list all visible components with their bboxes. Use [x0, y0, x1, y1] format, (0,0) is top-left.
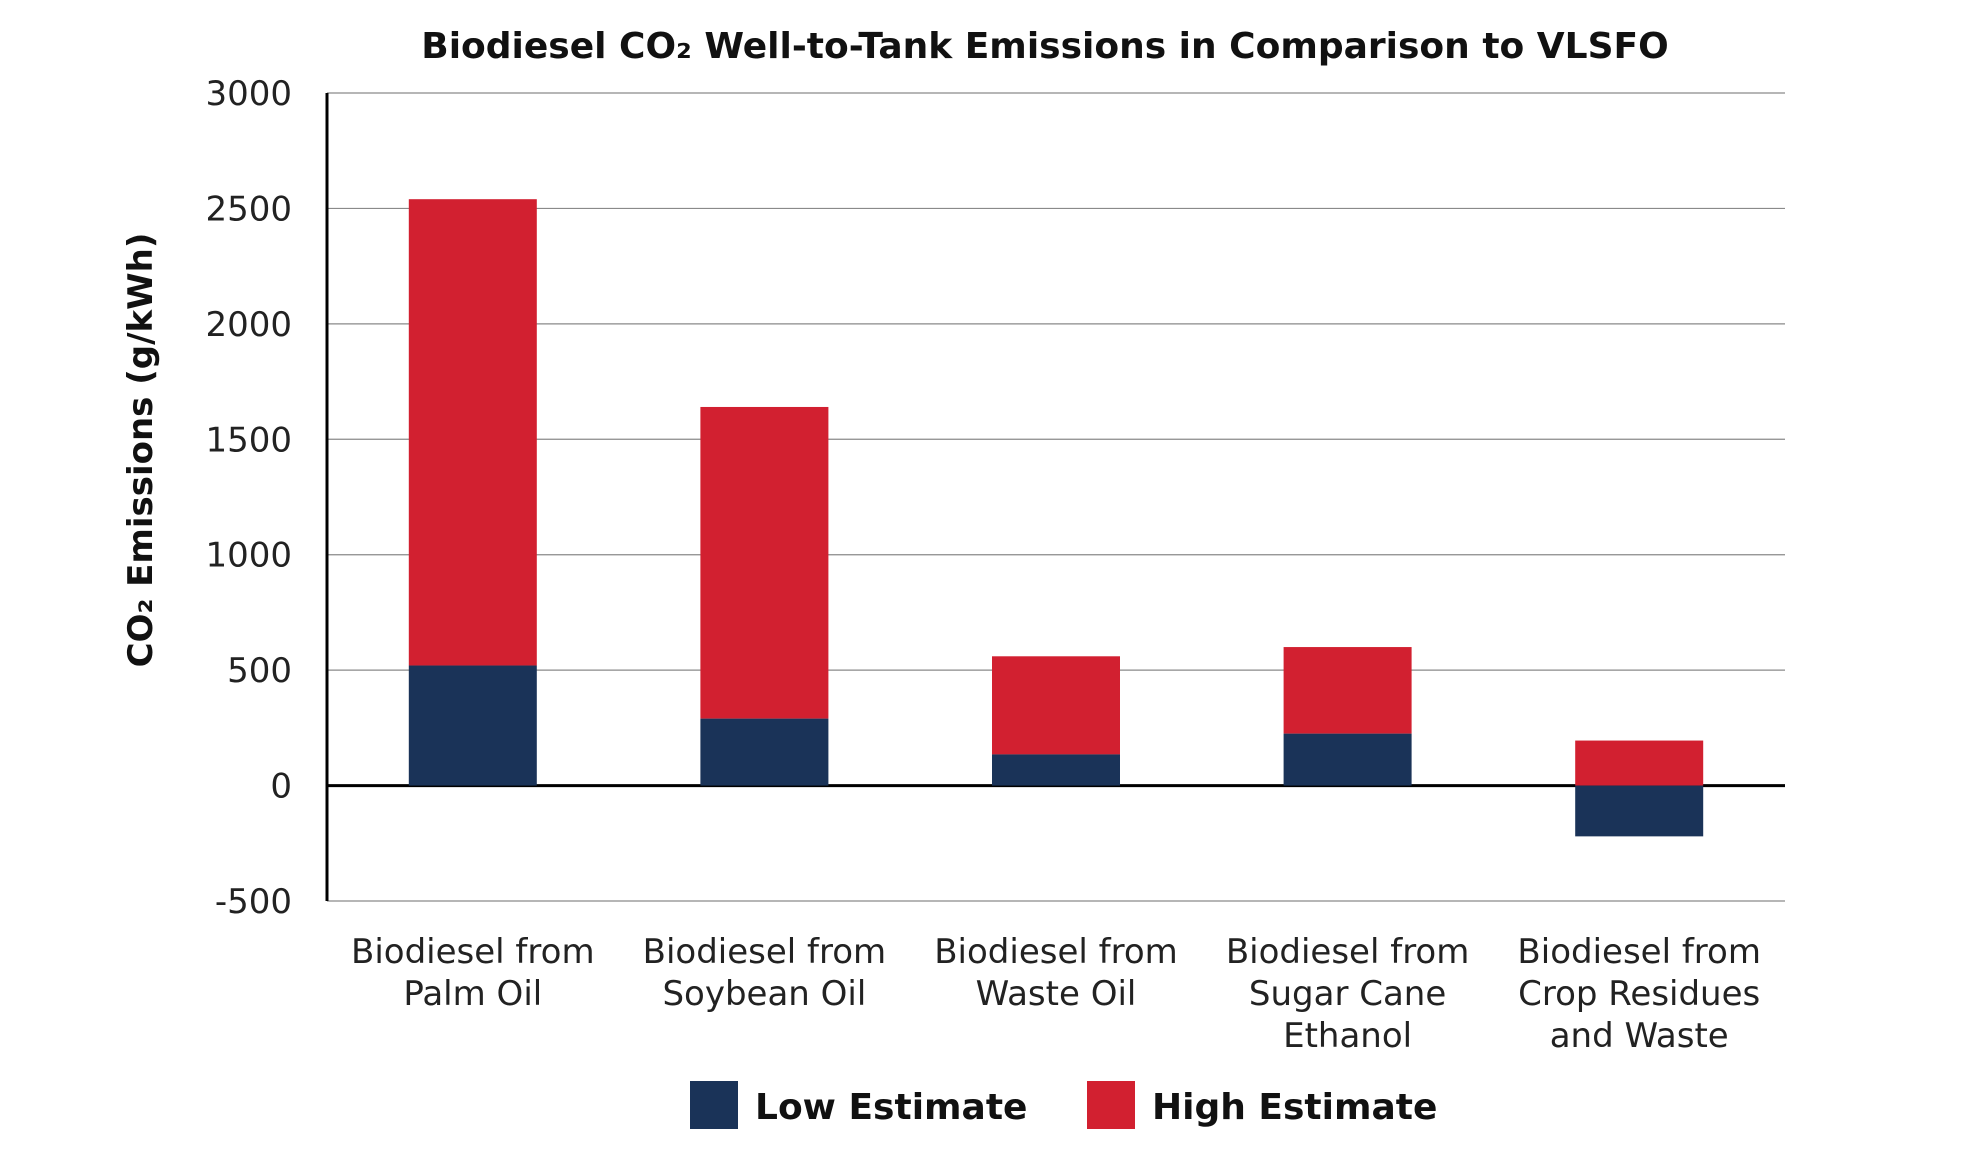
x-tick-label-line: Palm Oil [403, 974, 542, 1014]
y-tick-label: 1500 [205, 420, 292, 460]
y-tick-label: 500 [227, 651, 292, 691]
x-tick-label-line: Biodiesel from [351, 932, 595, 972]
bar-high-estimate [1575, 740, 1704, 786]
x-tick-label-line: Ethanol [1283, 1016, 1412, 1056]
x-tick-label: Biodiesel from Crop Residues and Waste [1517, 932, 1761, 1056]
x-tick-label-line: Biodiesel from [1517, 932, 1761, 972]
x-tick-label: Biodiesel from Waste Oil [934, 932, 1178, 1014]
x-tick-label: Biodiesel from Soybean Oil [643, 932, 887, 1014]
bar-high-estimate [700, 406, 829, 719]
x-tick-label-line: and Waste [1550, 1016, 1729, 1056]
x-tick-label-line: Biodiesel from [1226, 932, 1470, 972]
x-tick-label: Biodiesel from Palm Oil [351, 932, 595, 1014]
bar-low-estimate [408, 665, 537, 786]
legend-label: Low Estimate [755, 1087, 1027, 1128]
x-tick-label-line: Soybean Oil [662, 974, 866, 1014]
y-tick-label: 3000 [205, 74, 292, 114]
bar-low-estimate [1283, 733, 1412, 786]
x-tick-label-line: Sugar Cane [1249, 974, 1446, 1014]
bar-high-estimate [408, 199, 537, 666]
x-tick-label-line: Crop Residues [1518, 974, 1760, 1014]
legend-swatch [690, 1081, 738, 1129]
y-tick-label: 1000 [205, 536, 292, 576]
bar-low-estimate [1575, 785, 1704, 837]
bar-low-estimate [700, 718, 829, 786]
x-tick-label: Biodiesel from Sugar Cane Ethanol [1226, 932, 1470, 1056]
y-tick-label: 0 [270, 767, 292, 807]
y-tick-label: 2000 [205, 305, 292, 345]
bar-high-estimate [1283, 647, 1412, 734]
x-tick-label-line: Biodiesel from [934, 932, 1178, 972]
y-axis-label: CO₂ Emissions (g/kWh) [121, 233, 161, 668]
y-tick-label: 2500 [205, 189, 292, 229]
x-tick-label-line: Biodiesel from [643, 932, 887, 972]
chart-title: Biodiesel CO₂ Well-to-Tank Emissions in … [421, 26, 1668, 67]
legend-swatch [1087, 1081, 1135, 1129]
y-tick-label: -500 [215, 882, 292, 922]
x-tick-label-line: Waste Oil [976, 974, 1137, 1014]
bar-low-estimate [992, 754, 1120, 786]
bar-high-estimate [992, 656, 1120, 755]
legend-label: High Estimate [1152, 1087, 1437, 1128]
